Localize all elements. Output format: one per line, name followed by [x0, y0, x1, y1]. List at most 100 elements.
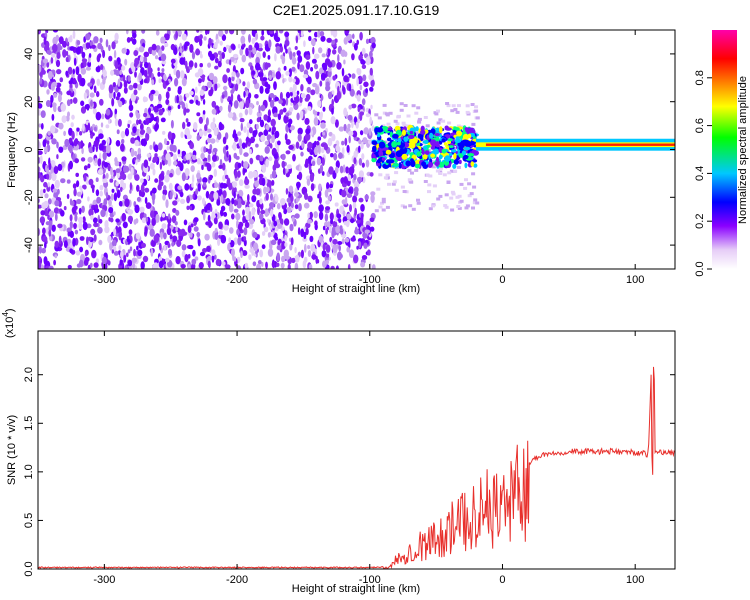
- heatmap-cell: [273, 220, 278, 227]
- heatmap-cell: [216, 199, 221, 206]
- heatmap-cell: [39, 76, 43, 85]
- heatmap-cell: [172, 200, 178, 206]
- heatmap-cell: [457, 206, 462, 210]
- heatmap-cell: [183, 43, 187, 51]
- heatmap-cell: [80, 77, 86, 87]
- heatmap-cell: [72, 97, 78, 104]
- heatmap-cell: [161, 60, 167, 65]
- heatmap-cell: [279, 218, 284, 226]
- heatmap-cell: [189, 142, 194, 149]
- snr-y-tick-label: 1.0: [23, 464, 35, 479]
- heatmap-cell: [201, 164, 204, 171]
- heatmap-cell: [110, 193, 114, 201]
- heatmap-cell: [202, 98, 206, 105]
- heatmap-cell: [316, 259, 320, 264]
- heatmap-cell: [330, 116, 336, 125]
- heatmap-cell: [290, 202, 294, 209]
- colorbar-tick-label: 0.2: [694, 214, 706, 229]
- heatmap-cell: [274, 53, 277, 62]
- heatmap-cell: [203, 36, 207, 41]
- heatmap-cell: [170, 58, 176, 64]
- heatmap-cell: [98, 133, 104, 140]
- heatmap-cell: [251, 248, 254, 256]
- heatmap-cell: [423, 116, 428, 119]
- heatmap-cell: [300, 249, 304, 259]
- heatmap-cell: [94, 208, 100, 213]
- heatmap-cell: [372, 145, 377, 152]
- heatmap-cell: [385, 205, 390, 209]
- heatmap-cell: [318, 183, 322, 192]
- heatmap-cell: [72, 68, 76, 75]
- heatmap-cell: [348, 83, 352, 92]
- snr-multiplier-base: (x10: [4, 317, 16, 338]
- heatmap-cell: [260, 35, 265, 41]
- heatmap-cell: [92, 217, 98, 224]
- heatmap-cell: [127, 173, 133, 180]
- heatmap-cell: [376, 133, 381, 138]
- heatmap-cell: [80, 157, 86, 162]
- heatmap-cell: [336, 213, 342, 219]
- heatmap-cell: [330, 218, 334, 225]
- heatmap-cell: [124, 198, 130, 208]
- heatmap-cell: [352, 202, 357, 209]
- heatmap-cell: [294, 46, 298, 50]
- heatmap-cell: [73, 77, 77, 85]
- heatmap-cell: [223, 211, 228, 217]
- heatmap-cell: [78, 216, 84, 224]
- heatmap-cell: [221, 34, 227, 41]
- heatmap-cell: [47, 198, 52, 205]
- heatmap-cell: [186, 195, 191, 204]
- heatmap-cell: [276, 203, 281, 210]
- heatmap-cell: [272, 240, 276, 245]
- figure-title: C2E1.2025.091.17.10.G19: [273, 2, 440, 18]
- heatmap-cell: [130, 93, 136, 102]
- heatmap-cell: [339, 228, 344, 235]
- heatmap-cell: [291, 56, 297, 65]
- heatmap-cell: [277, 140, 281, 146]
- heatmap-cell: [213, 254, 217, 260]
- heatmap-cell: [382, 103, 387, 107]
- heatmap-cell: [184, 183, 190, 191]
- heatmap-cell: [434, 161, 440, 166]
- heatmap-cell: [127, 209, 134, 215]
- heatmap-cell: [88, 146, 94, 154]
- heatmap-cell: [391, 182, 396, 186]
- heatmap-cell: [102, 77, 106, 85]
- heatmap-cell: [42, 58, 49, 64]
- heatmap-cell: [467, 182, 472, 186]
- heatmap-cell: [338, 218, 342, 223]
- heatmap-cell: [116, 172, 120, 179]
- heatmap-cell: [241, 160, 244, 167]
- heatmap-cell: [370, 226, 375, 232]
- heatmap-cell: [370, 194, 375, 203]
- heatmap-cell: [303, 256, 308, 263]
- heatmap-cell: [374, 209, 379, 213]
- heatmap-cell: [349, 204, 352, 213]
- heatmap-cell: [140, 123, 144, 131]
- heatmap-cell: [95, 66, 101, 73]
- heatmap-cell: [459, 182, 464, 186]
- snr-y-tick-label: 2.0: [23, 367, 35, 382]
- heatmap-cell: [124, 58, 128, 66]
- heatmap-cell: [185, 153, 191, 160]
- heatmap-cell: [354, 207, 357, 216]
- heatmap-cell: [237, 162, 242, 169]
- heatmap-cell: [260, 134, 266, 142]
- heatmap-cell: [102, 178, 108, 183]
- heatmap-cell: [254, 94, 259, 99]
- heatmap-cell: [422, 153, 428, 160]
- heatmap-cell: [165, 257, 170, 263]
- heatmap-cell: [309, 211, 313, 219]
- heatmap-cell: [154, 178, 159, 183]
- heatmap-cell: [160, 36, 166, 44]
- heatmap-cell: [132, 32, 137, 39]
- heatmap-cell: [294, 192, 299, 198]
- heatmap-cell: [279, 91, 283, 101]
- heatmap-cell: [248, 254, 252, 260]
- heatmap-cell: [315, 70, 320, 80]
- spectrogram-x-tick-label: 100: [626, 274, 644, 286]
- heatmap-cell: [115, 181, 119, 187]
- heatmap-cell: [435, 169, 440, 173]
- heatmap-cell: [55, 86, 61, 93]
- heatmap-cell: [320, 35, 326, 42]
